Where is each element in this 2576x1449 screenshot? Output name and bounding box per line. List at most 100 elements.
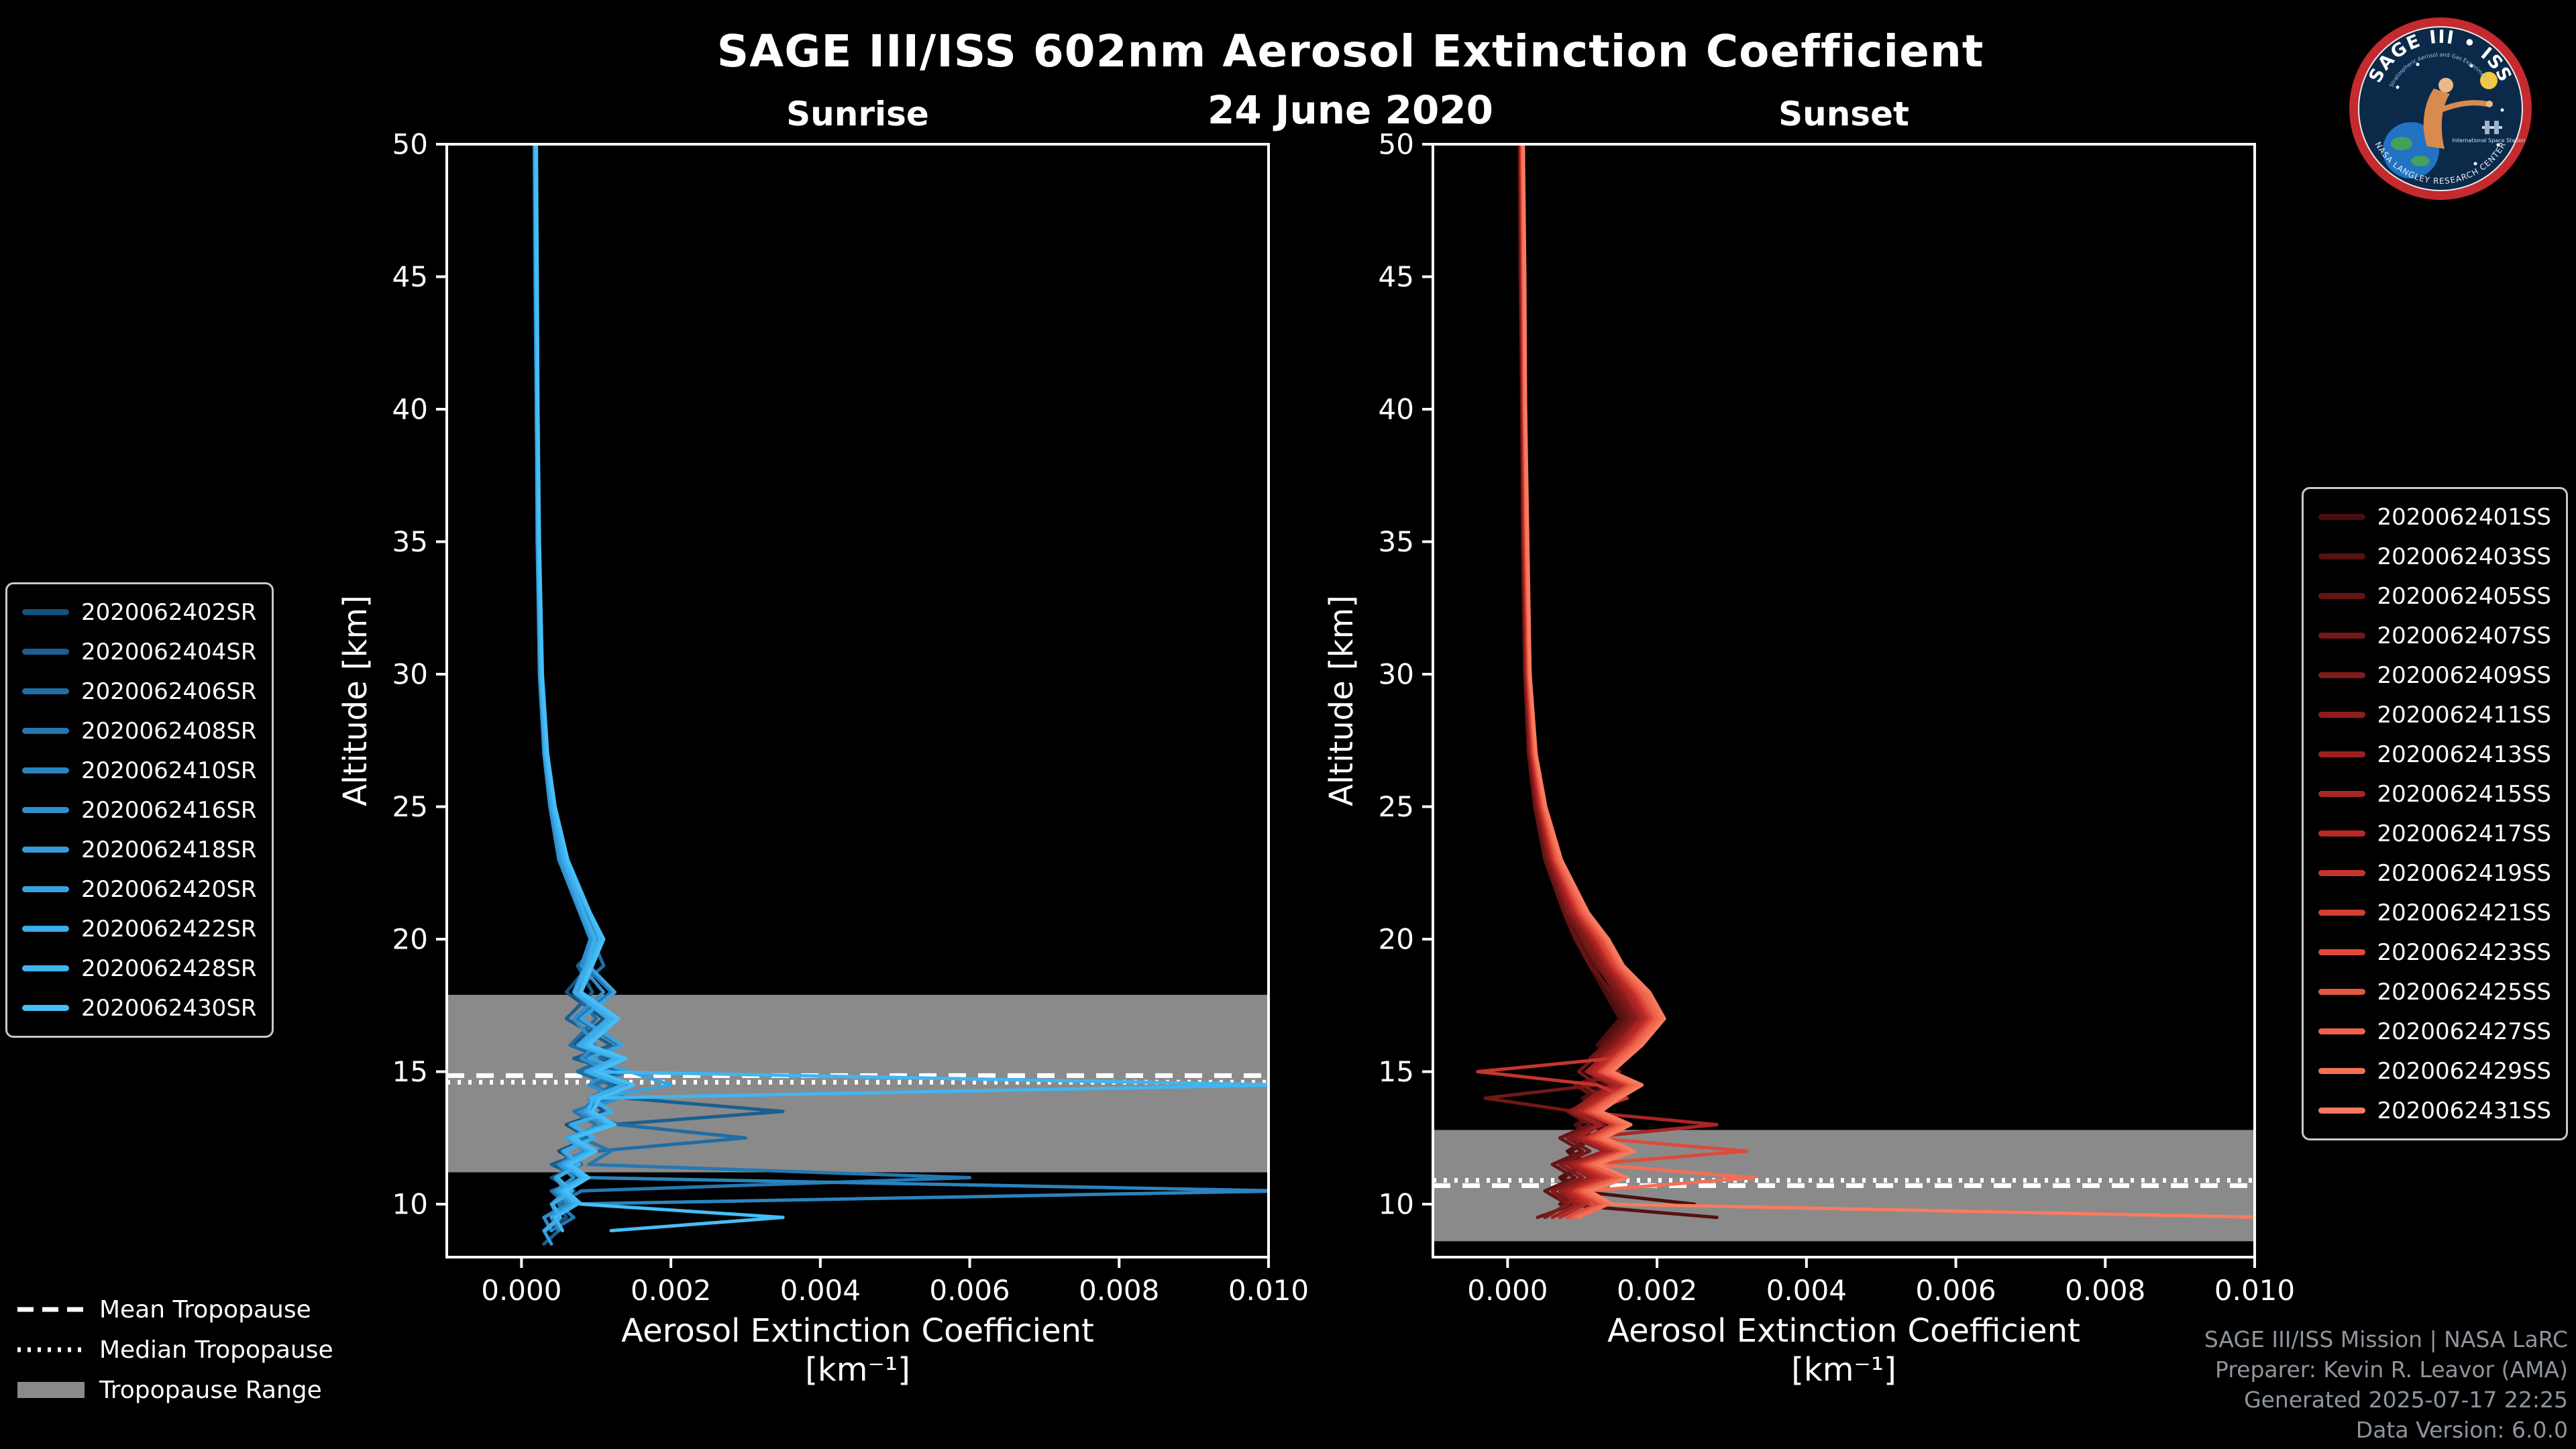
x-tick-label: 0.006: [1915, 1274, 1996, 1307]
legend-line-sample: [2318, 514, 2365, 520]
tropopause-range-label: Tropopause Range: [99, 1376, 322, 1404]
legend-item-2020062403SS: 2020062403SS: [2318, 537, 2551, 576]
legend-label: 2020062423SS: [2377, 938, 2551, 966]
tropopause-legend: Mean Tropopause Median Tropopause Tropop…: [17, 1293, 333, 1406]
y-tick-label: 10: [392, 1188, 428, 1221]
sunset-panel: 10 15 20 25 30 35 40 45 50 0.000 0.002 0.004 0.006 0.…: [1323, 95, 2295, 1389]
legend-label: 2020062401SS: [2377, 503, 2551, 531]
legend-line-sample: [2318, 593, 2365, 599]
legend-item-2020062405SS: 2020062405SS: [2318, 576, 2551, 616]
legend-line-sample: [22, 807, 69, 813]
panel-title: Sunrise: [786, 95, 929, 133]
x-tick-label: 0.010: [2214, 1274, 2295, 1307]
legend-line-sample: [22, 847, 69, 853]
y-tick-label: 35: [1379, 525, 1414, 558]
median-tropopause-legend-item: Median Tropopause: [17, 1334, 333, 1366]
x-tick-label: 0.008: [1079, 1274, 1159, 1307]
axes-frame: [445, 143, 1270, 1258]
y-tick-label: 25: [392, 790, 428, 823]
logo-sun-icon: [2480, 72, 2498, 89]
legend-label: 2020062409SS: [2377, 661, 2551, 689]
legend-label: 2020062421SS: [2377, 899, 2551, 926]
x-tick-label: 0.002: [631, 1274, 711, 1307]
y-tick-label: 10: [1379, 1188, 1414, 1221]
x-tick-label: 0.004: [780, 1274, 861, 1307]
y-tick-label: 30: [392, 658, 428, 691]
legend-label: 2020062420SR: [81, 875, 257, 903]
sunset-legend: 2020062401SS 2020062403SS 2020062405SS 2020…: [2301, 487, 2568, 1140]
profile-line-2020062431SS: [1521, 144, 2255, 1219]
legend-item-2020062423SS: 2020062423SS: [2318, 932, 2551, 972]
sunrise-panel: 10 15 20 25 30 35 40 45 50 0.000 0.002 0.004 0.006 0.…: [337, 95, 1309, 1389]
legend-item-2020062425SS: 2020062425SS: [2318, 972, 2551, 1012]
legend-label: 2020062419SS: [2377, 859, 2551, 887]
tropopause-range-legend-item: Tropopause Range: [17, 1374, 333, 1406]
legend-label: 2020062428SR: [81, 955, 257, 982]
gray-band-sample-icon: [17, 1382, 85, 1398]
legend-item-2020062409SS: 2020062409SS: [2318, 655, 2551, 695]
legend-item-2020062408SR: 2020062408SR: [22, 711, 257, 751]
x-axis-label: Aerosol Extinction Coefficient: [621, 1312, 1094, 1350]
legend-item-2020062421SS: 2020062421SS: [2318, 893, 2551, 932]
legend-label: 2020062403SS: [2377, 543, 2551, 570]
y-axis-label: Altitude [km]: [337, 595, 374, 806]
legend-label: 2020062430SR: [81, 994, 257, 1022]
y-tick-label: 40: [392, 393, 428, 426]
legend-line-sample: [2318, 989, 2365, 995]
logo-sage-figure: [2423, 89, 2450, 149]
legend-label: 2020062413SS: [2377, 741, 2551, 768]
legend-line-sample: [2318, 910, 2365, 916]
logo-iss-icon: [2482, 121, 2502, 134]
x-tick-label: 0.010: [1228, 1274, 1309, 1307]
legend-item-2020062407SS: 2020062407SS: [2318, 616, 2551, 655]
legend-line-sample: [2318, 553, 2365, 559]
profile-line-2020062423SS: [1521, 144, 1749, 1220]
legend-item-2020062410SR: 2020062410SR: [22, 751, 257, 790]
legend-item-2020062401SS: 2020062401SS: [2318, 497, 2551, 537]
y-tick-label: 40: [1379, 393, 1414, 426]
legend-label: 2020062404SR: [81, 638, 257, 665]
legend-line-sample: [2318, 830, 2365, 837]
legend-line-sample: [2318, 791, 2365, 797]
legend-label: 2020062406SR: [81, 678, 257, 705]
legend-line-sample: [22, 649, 69, 655]
x-tick-label: 0.000: [1467, 1274, 1548, 1307]
legend-line-sample: [2318, 633, 2365, 639]
legend-label: 2020062407SS: [2377, 622, 2551, 649]
legend-item-2020062418SR: 2020062418SR: [22, 830, 257, 869]
sunrise-profiles: [532, 144, 1269, 1246]
legend-line-sample: [2318, 751, 2365, 757]
figure-title: SAGE III/ISS 602nm Aerosol Extinction Co…: [716, 25, 1984, 77]
legend-label: 2020062402SR: [81, 598, 257, 626]
legend-line-sample: [2318, 672, 2365, 678]
figure-date: 24 June 2020: [1207, 87, 1494, 133]
legend-label: 2020062422SR: [81, 915, 257, 943]
legend-line-sample: [22, 1005, 69, 1011]
dotted-line-sample-icon: [17, 1347, 85, 1352]
logo-stars: [2396, 62, 2504, 166]
axes-frame: [1432, 143, 2256, 1258]
legend-label: 2020062411SS: [2377, 701, 2551, 729]
legend-label: 2020062431SS: [2377, 1097, 2551, 1124]
legend-label: 2020062405SS: [2377, 582, 2551, 610]
attribution-mission: SAGE III/ISS Mission | NASA LaRC: [2204, 1326, 2568, 1352]
legend-item-2020062431SS: 2020062431SS: [2318, 1091, 2551, 1130]
legend-line-sample: [22, 886, 69, 892]
legend-item-2020062413SS: 2020062413SS: [2318, 735, 2551, 774]
legend-line-sample: [2318, 1068, 2365, 1074]
legend-line-sample: [2318, 949, 2365, 955]
dashed-line-sample-icon: [17, 1307, 85, 1312]
legend-item-2020062422SR: 2020062422SR: [22, 909, 257, 949]
y-tick-label: 30: [1379, 658, 1414, 691]
y-axis-label: Altitude [km]: [1323, 595, 1360, 806]
y-tick-label: 50: [1379, 128, 1414, 161]
y-tick-label: 15: [1379, 1055, 1414, 1088]
panel-title: Sunset: [1778, 95, 1909, 133]
x-tick-label: 0.008: [2065, 1274, 2145, 1307]
legend-label: 2020062415SS: [2377, 780, 2551, 808]
legend-item-2020062417SS: 2020062417SS: [2318, 814, 2551, 853]
legend-line-sample: [22, 926, 69, 932]
legend-label: 2020062416SR: [81, 796, 257, 824]
legend-line-sample: [2318, 870, 2365, 876]
